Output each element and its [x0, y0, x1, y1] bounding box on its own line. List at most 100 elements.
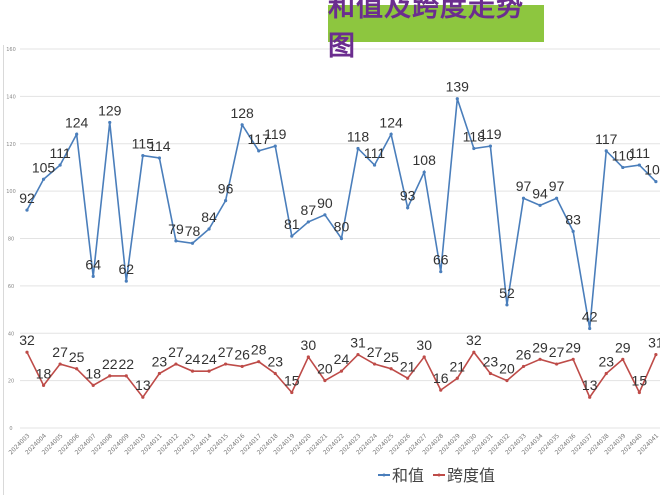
data-label: 27	[549, 344, 565, 360]
data-label: 81	[284, 216, 300, 232]
data-point	[108, 374, 112, 378]
data-point	[604, 371, 608, 376]
data-label: 29	[565, 339, 581, 355]
data-point	[588, 326, 592, 331]
data-label: 13	[582, 377, 598, 393]
data-point	[25, 208, 29, 212]
data-point	[555, 196, 559, 200]
data-label: 27	[52, 344, 68, 360]
data-point	[339, 236, 344, 241]
data-point	[422, 170, 426, 174]
data-label: 66	[433, 252, 449, 268]
data-label: 22	[119, 356, 135, 372]
data-point	[389, 132, 393, 136]
data-point	[621, 165, 625, 170]
y-tick-label: 60	[8, 284, 14, 290]
data-point	[389, 367, 393, 371]
data-point	[571, 357, 575, 361]
data-label: 21	[400, 358, 416, 374]
data-label: 26	[234, 346, 250, 362]
chart-title-box: 和值及跨度走势图	[328, 0, 544, 62]
data-label: 111	[364, 145, 385, 161]
data-point	[91, 383, 95, 387]
data-label: 114	[148, 138, 171, 154]
data-label: 119	[264, 126, 287, 142]
data-label: 118	[463, 128, 486, 144]
data-label: 13	[135, 377, 151, 393]
data-point	[571, 229, 575, 233]
legend-label: 和值	[392, 466, 424, 485]
data-point	[224, 199, 228, 203]
data-point	[406, 206, 410, 210]
y-tick-label: 80	[8, 237, 14, 243]
data-point	[406, 376, 410, 380]
data-point	[157, 156, 161, 160]
data-point	[472, 350, 476, 354]
data-label: 128	[230, 105, 254, 121]
data-label: 31	[648, 335, 660, 351]
data-point	[41, 177, 46, 181]
data-label: 24	[201, 351, 217, 367]
data-label: 31	[350, 335, 366, 351]
data-point	[538, 357, 542, 361]
data-point	[290, 234, 294, 238]
data-point	[521, 196, 526, 200]
data-point	[290, 390, 294, 395]
y-tick-label: 100	[6, 189, 16, 195]
data-label: 29	[532, 339, 548, 355]
data-point	[654, 180, 658, 184]
data-point	[555, 362, 559, 366]
data-point	[521, 364, 526, 369]
data-point	[439, 270, 443, 274]
data-point	[538, 203, 542, 207]
data-label: 115	[132, 136, 155, 152]
data-label: 26	[516, 346, 532, 362]
data-label: 117	[248, 131, 271, 147]
data-point	[588, 395, 592, 399]
data-label: 93	[400, 188, 416, 204]
data-point	[488, 371, 492, 376]
y-tick-label: 120	[6, 142, 16, 148]
data-label: 78	[185, 223, 201, 239]
data-point	[174, 239, 178, 243]
y-tick-label: 40	[8, 331, 14, 337]
data-label: 29	[615, 339, 631, 355]
data-label: 23	[267, 354, 283, 370]
data-point	[654, 352, 658, 357]
data-label: 52	[499, 285, 515, 301]
data-point	[41, 383, 46, 387]
data-point	[190, 369, 195, 373]
data-label: 20	[499, 361, 515, 377]
data-point	[273, 144, 277, 148]
chart-frame-border	[3, 45, 4, 495]
data-point	[174, 362, 178, 366]
data-point	[58, 362, 62, 366]
chart-title: 和值及跨度走势图	[328, 0, 524, 62]
data-label: 97	[516, 178, 532, 194]
data-label: 30	[416, 337, 432, 353]
data-label: 64	[85, 256, 101, 272]
data-point	[439, 388, 443, 392]
data-point	[257, 149, 261, 153]
data-label: 118	[347, 128, 370, 144]
y-tick-label: 160	[6, 47, 16, 53]
data-point	[108, 120, 112, 125]
data-label: 97	[549, 178, 565, 194]
data-label: 139	[446, 79, 470, 95]
data-point	[356, 352, 360, 357]
data-label: 32	[466, 332, 482, 348]
data-label: 108	[413, 152, 437, 168]
data-label: 42	[582, 309, 598, 325]
data-point	[637, 390, 641, 395]
data-point	[240, 123, 244, 127]
data-label: 30	[301, 337, 317, 353]
data-label: 105	[32, 159, 56, 175]
data-label: 22	[102, 356, 118, 372]
data-label: 16	[433, 370, 449, 386]
data-label: 32	[19, 332, 35, 348]
data-point	[323, 379, 327, 383]
y-tick-label: 20	[8, 379, 14, 385]
data-label: 27	[168, 344, 184, 360]
data-label: 18	[36, 365, 52, 381]
data-label: 80	[334, 219, 350, 235]
